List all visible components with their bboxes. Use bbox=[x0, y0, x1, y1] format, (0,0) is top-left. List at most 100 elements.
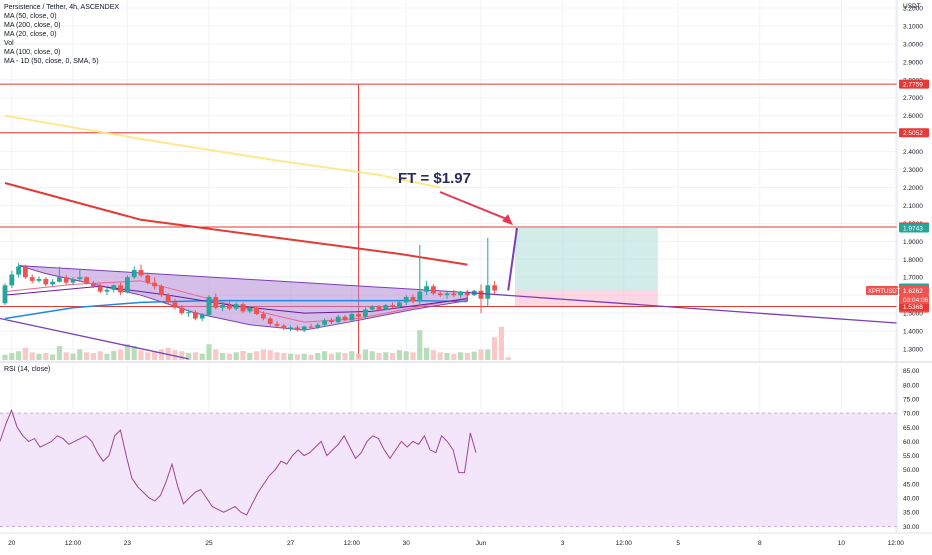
volume-bar bbox=[410, 352, 416, 360]
candle-body bbox=[193, 312, 198, 319]
annotation-text[interactable]: FT = $1.97 bbox=[398, 170, 471, 187]
volume-bar bbox=[437, 352, 443, 360]
candles bbox=[2, 227, 518, 332]
volume-bar bbox=[478, 349, 484, 360]
indicator-ma100[interactable]: MA (100, close, 0) bbox=[4, 49, 61, 56]
candle-body bbox=[356, 314, 361, 317]
time-tick-label: 23 bbox=[124, 540, 132, 547]
hline-price-label-bg bbox=[899, 79, 929, 89]
volume-bar bbox=[301, 353, 307, 360]
rsi-tick-label: 60.00 bbox=[903, 439, 920, 446]
candle-body bbox=[199, 314, 205, 319]
candle-body bbox=[383, 305, 389, 310]
volume-bar bbox=[226, 353, 232, 360]
indicator-vol[interactable]: Vol bbox=[4, 40, 14, 47]
time-tick-label: Jun bbox=[476, 540, 487, 547]
rsi-indicator-label[interactable]: RSI (14, close) bbox=[4, 366, 51, 373]
position-price-label: 1.9743 bbox=[903, 225, 923, 232]
candle-body bbox=[240, 304, 246, 312]
position-tool[interactable] bbox=[515, 227, 658, 307]
candle-body bbox=[63, 277, 69, 283]
volume-bar bbox=[430, 350, 436, 360]
rsi-band bbox=[0, 413, 897, 527]
candle-body bbox=[301, 326, 307, 331]
volume-bar bbox=[267, 350, 273, 360]
candle-body bbox=[206, 296, 212, 315]
price-tick-label: 1.7000 bbox=[903, 275, 923, 282]
candle-body bbox=[111, 285, 117, 290]
volume-bar bbox=[22, 347, 28, 360]
rsi-tick-label: 30.00 bbox=[903, 524, 920, 531]
volume-bar bbox=[288, 353, 294, 360]
hline-price-label-bg bbox=[899, 302, 929, 312]
indicator-ma20[interactable]: MA (20, close, 0) bbox=[4, 31, 57, 38]
volume-bar bbox=[505, 357, 511, 360]
volume-bar bbox=[417, 330, 423, 360]
candle-body bbox=[57, 277, 62, 282]
volume-bar bbox=[356, 353, 362, 360]
rsi-tick-label: 85.00 bbox=[903, 368, 920, 375]
candle-body bbox=[437, 293, 443, 296]
volume-bar bbox=[9, 353, 15, 360]
position-price-label-bg bbox=[899, 223, 929, 233]
candle-body bbox=[349, 314, 355, 321]
indicator-ma200[interactable]: MA (200, close, 0) bbox=[4, 22, 61, 29]
candle-body bbox=[458, 291, 463, 296]
annotation-arrow[interactable] bbox=[439, 191, 513, 226]
candle-body bbox=[444, 293, 450, 296]
volume-bar bbox=[131, 346, 137, 360]
time-tick-label: 5 bbox=[676, 540, 680, 547]
candle-body bbox=[138, 270, 144, 276]
volume-bar bbox=[172, 350, 178, 360]
candle-body bbox=[363, 309, 368, 317]
candle-body bbox=[186, 312, 191, 314]
volume-bar bbox=[485, 349, 491, 360]
candle-body bbox=[220, 305, 225, 308]
candle-body bbox=[329, 320, 334, 323]
price-tick-label: 2.1000 bbox=[903, 203, 923, 210]
time-tick-label: 27 bbox=[287, 540, 295, 547]
volume-bar bbox=[294, 354, 300, 360]
volume-bar bbox=[145, 352, 151, 360]
candle-body bbox=[227, 305, 232, 309]
price-tick-label: 2.6000 bbox=[903, 113, 923, 120]
chart-title[interactable]: Persistence / Tether, 4h, ASCENDEX bbox=[4, 4, 120, 11]
candle-body bbox=[492, 285, 497, 291]
candle-body bbox=[84, 277, 89, 284]
candle-body bbox=[104, 289, 110, 292]
horizontal-lines[interactable] bbox=[0, 83, 897, 308]
price-tick-label: 3.1000 bbox=[903, 23, 923, 30]
candle-body bbox=[295, 327, 300, 331]
time-tick-label: 12:00 bbox=[888, 540, 905, 547]
volume-bar bbox=[451, 353, 457, 360]
volume-bar bbox=[342, 353, 348, 360]
rsi-tick-label: 75.00 bbox=[903, 396, 920, 403]
rsi-tick-label: 40.00 bbox=[903, 496, 920, 503]
indicator-ma50[interactable]: MA (50, close, 0) bbox=[4, 13, 57, 20]
volume-bar bbox=[90, 353, 96, 360]
indicator-ma-1d[interactable]: MA - 1D (50, close, 0, SMA, 5) bbox=[4, 58, 99, 65]
candle-body bbox=[29, 277, 35, 281]
candle-body bbox=[165, 295, 171, 303]
volume-bar bbox=[390, 353, 396, 360]
candle-body bbox=[424, 286, 429, 292]
ma-blue-line bbox=[4, 299, 468, 320]
candle-body bbox=[431, 286, 436, 294]
volume-bar bbox=[158, 349, 164, 360]
candle-body bbox=[145, 275, 151, 283]
candle-body bbox=[417, 291, 423, 302]
candle-body bbox=[281, 325, 287, 329]
volume-bar bbox=[362, 349, 368, 360]
arrow-head bbox=[502, 214, 513, 226]
time-tick-label: 12:00 bbox=[344, 540, 361, 547]
time-tick-label: 8 bbox=[758, 540, 762, 547]
volume-bar bbox=[186, 353, 192, 360]
candle-body bbox=[16, 266, 21, 275]
volume-bar bbox=[349, 351, 355, 360]
candle-body bbox=[131, 270, 137, 278]
trendlines[interactable] bbox=[0, 291, 898, 360]
wedge-pattern[interactable] bbox=[18, 265, 468, 331]
volume-bar bbox=[29, 352, 35, 360]
